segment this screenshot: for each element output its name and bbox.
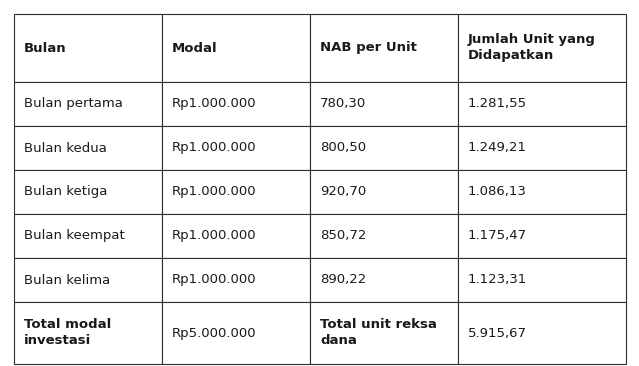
- Bar: [458, 302, 626, 364]
- Text: Rp1.000.000: Rp1.000.000: [172, 186, 257, 198]
- Text: 5.915,67: 5.915,67: [468, 326, 527, 340]
- Bar: [458, 258, 626, 302]
- Text: 1.123,31: 1.123,31: [468, 273, 527, 287]
- Bar: [14, 14, 162, 82]
- Text: Rp1.000.000: Rp1.000.000: [172, 97, 257, 111]
- Bar: [14, 214, 162, 258]
- Text: 1.281,55: 1.281,55: [468, 97, 527, 111]
- Bar: [162, 302, 310, 364]
- Bar: [14, 82, 162, 126]
- Bar: [14, 170, 162, 214]
- Bar: [162, 258, 310, 302]
- Bar: [162, 82, 310, 126]
- Text: Rp1.000.000: Rp1.000.000: [172, 229, 257, 243]
- Text: 1.086,13: 1.086,13: [468, 186, 527, 198]
- Bar: [310, 14, 458, 82]
- Bar: [14, 258, 162, 302]
- Text: Modal: Modal: [172, 41, 218, 55]
- Bar: [310, 258, 458, 302]
- Text: NAB per Unit: NAB per Unit: [320, 41, 417, 55]
- Text: 1.175,47: 1.175,47: [468, 229, 527, 243]
- Bar: [310, 170, 458, 214]
- Text: Bulan ketiga: Bulan ketiga: [24, 186, 107, 198]
- Text: Bulan pertama: Bulan pertama: [24, 97, 123, 111]
- Text: Rp1.000.000: Rp1.000.000: [172, 273, 257, 287]
- Bar: [458, 126, 626, 170]
- Text: 850,72: 850,72: [320, 229, 366, 243]
- Bar: [458, 214, 626, 258]
- Bar: [14, 302, 162, 364]
- Text: 1.249,21: 1.249,21: [468, 142, 527, 154]
- Bar: [162, 14, 310, 82]
- Text: Bulan keempat: Bulan keempat: [24, 229, 125, 243]
- Bar: [310, 126, 458, 170]
- Text: Total unit reksa
dana: Total unit reksa dana: [320, 318, 437, 347]
- Bar: [162, 214, 310, 258]
- Text: Rp1.000.000: Rp1.000.000: [172, 142, 257, 154]
- Bar: [458, 14, 626, 82]
- Bar: [14, 126, 162, 170]
- Text: Jumlah Unit yang
Didapatkan: Jumlah Unit yang Didapatkan: [468, 34, 596, 63]
- Bar: [458, 82, 626, 126]
- Bar: [310, 82, 458, 126]
- Text: 890,22: 890,22: [320, 273, 366, 287]
- Text: Bulan kelima: Bulan kelima: [24, 273, 111, 287]
- Text: 920,70: 920,70: [320, 186, 366, 198]
- Text: Bulan kedua: Bulan kedua: [24, 142, 107, 154]
- Bar: [310, 214, 458, 258]
- Text: Rp5.000.000: Rp5.000.000: [172, 326, 257, 340]
- Bar: [458, 170, 626, 214]
- Bar: [162, 170, 310, 214]
- Bar: [310, 302, 458, 364]
- Text: 780,30: 780,30: [320, 97, 366, 111]
- Bar: [162, 126, 310, 170]
- Text: 800,50: 800,50: [320, 142, 366, 154]
- Text: Bulan: Bulan: [24, 41, 66, 55]
- Text: Total modal
investasi: Total modal investasi: [24, 318, 111, 347]
